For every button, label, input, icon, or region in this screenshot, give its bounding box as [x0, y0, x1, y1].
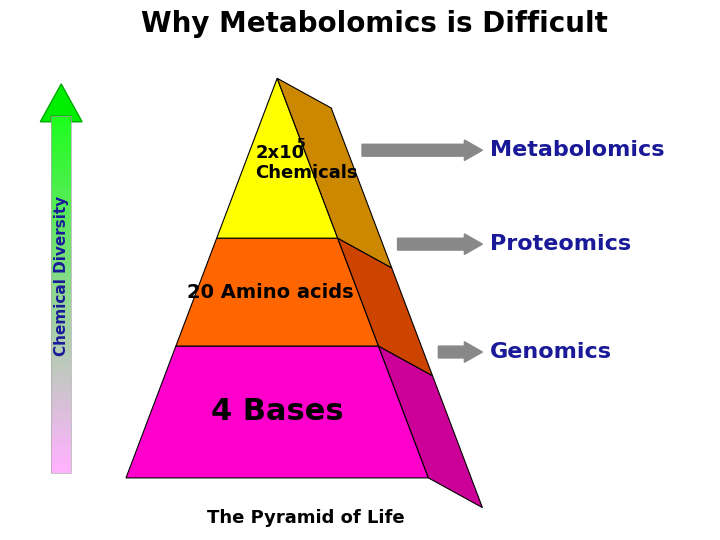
FancyArrow shape — [40, 84, 82, 122]
FancyArrow shape — [51, 348, 71, 357]
FancyArrow shape — [51, 134, 71, 143]
FancyArrow shape — [51, 259, 71, 268]
FancyArrow shape — [51, 161, 71, 170]
FancyArrow shape — [51, 294, 71, 303]
Polygon shape — [338, 238, 433, 376]
Text: 5: 5 — [297, 137, 306, 150]
Text: Genomics: Genomics — [490, 342, 611, 362]
FancyArrow shape — [51, 197, 71, 205]
FancyArrow shape — [51, 375, 71, 383]
FancyArrow shape — [51, 392, 71, 401]
Polygon shape — [126, 346, 428, 478]
FancyArrow shape — [51, 330, 71, 339]
FancyArrow shape — [362, 140, 482, 160]
FancyArrow shape — [51, 249, 71, 259]
FancyArrow shape — [51, 455, 71, 463]
FancyArrow shape — [51, 312, 71, 321]
FancyArrow shape — [51, 152, 71, 161]
FancyArrow shape — [51, 143, 71, 152]
Polygon shape — [176, 238, 379, 346]
FancyArrow shape — [51, 401, 71, 410]
FancyArrow shape — [51, 357, 71, 366]
FancyArrow shape — [51, 428, 71, 437]
FancyArrow shape — [51, 214, 71, 223]
Text: Metabolomics: Metabolomics — [490, 140, 664, 160]
FancyArrow shape — [51, 419, 71, 428]
FancyArrow shape — [51, 285, 71, 294]
FancyArrow shape — [51, 241, 71, 249]
FancyArrow shape — [51, 232, 71, 241]
FancyArrow shape — [438, 342, 482, 362]
Text: 4 Bases: 4 Bases — [211, 397, 343, 427]
FancyArrow shape — [51, 205, 71, 214]
FancyArrow shape — [51, 339, 71, 348]
Text: Chemicals: Chemicals — [256, 164, 358, 181]
Text: 2x10: 2x10 — [256, 144, 305, 161]
Text: Chemical Diversity: Chemical Diversity — [54, 195, 68, 355]
FancyArrow shape — [51, 187, 71, 197]
FancyArrow shape — [397, 234, 482, 254]
FancyArrow shape — [51, 276, 71, 285]
Text: 20 Amino acids: 20 Amino acids — [186, 282, 354, 301]
FancyArrow shape — [51, 366, 71, 375]
FancyArrow shape — [51, 463, 71, 472]
Text: Proteomics: Proteomics — [490, 234, 631, 254]
FancyArrow shape — [51, 410, 71, 419]
FancyArrow shape — [51, 437, 71, 446]
Text: The Pyramid of Life: The Pyramid of Life — [207, 509, 405, 528]
FancyArrow shape — [51, 178, 71, 187]
FancyArrow shape — [51, 223, 71, 232]
FancyArrow shape — [51, 321, 71, 330]
FancyArrow shape — [51, 125, 71, 134]
FancyArrow shape — [51, 170, 71, 179]
Text: Why Metabolomics is Difficult: Why Metabolomics is Difficult — [141, 10, 608, 38]
Polygon shape — [379, 346, 482, 508]
FancyArrow shape — [51, 268, 71, 276]
FancyArrow shape — [51, 383, 71, 392]
FancyArrow shape — [51, 446, 71, 455]
Polygon shape — [217, 78, 338, 238]
FancyArrow shape — [51, 303, 71, 312]
FancyArrow shape — [51, 116, 71, 125]
Polygon shape — [277, 78, 392, 268]
